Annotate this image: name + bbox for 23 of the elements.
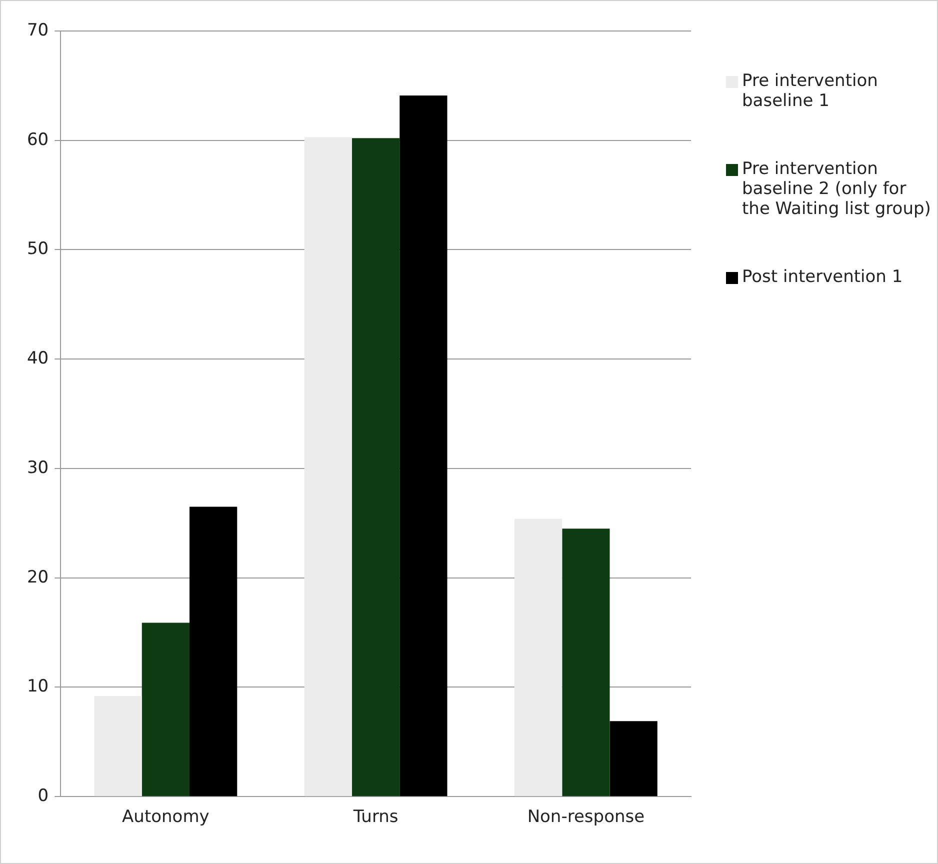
legend-label: Pre intervention baseline 1: [742, 71, 879, 111]
bar: [352, 138, 400, 796]
bar: [94, 696, 142, 796]
legend-label: Pre intervention baseline 2 (only for the Waiting list group): [742, 159, 931, 219]
bar: [304, 137, 352, 796]
y-tick-label: 50: [26, 239, 49, 260]
y-tick-label: 60: [26, 130, 49, 150]
bar: [400, 96, 448, 796]
x-tick-label: Non-response: [527, 807, 645, 828]
bar: [610, 721, 658, 796]
x-tick-label: Autonomy: [122, 807, 210, 828]
bar: [190, 506, 238, 796]
y-tick-label: 70: [26, 20, 49, 40]
y-tick-label: 30: [26, 458, 49, 478]
bar: [142, 622, 190, 796]
y-tick-label: 20: [26, 567, 49, 588]
y-tick-label: 10: [26, 676, 49, 697]
bar: [562, 528, 610, 796]
bar: [514, 518, 562, 796]
x-tick-label: Turns: [352, 807, 398, 828]
legend-label: Post intervention 1: [742, 267, 903, 287]
y-tick-label: 0: [38, 786, 49, 806]
y-tick-label: 40: [26, 348, 49, 369]
